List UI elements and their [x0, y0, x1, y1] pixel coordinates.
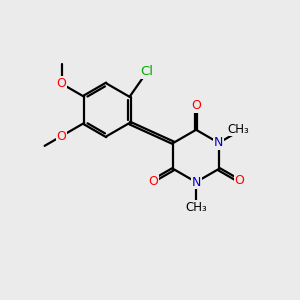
Text: CH₃: CH₃: [228, 123, 249, 136]
Text: O: O: [57, 130, 67, 142]
Text: O: O: [57, 77, 67, 90]
Text: O: O: [191, 100, 201, 112]
Text: CH₃: CH₃: [185, 201, 207, 214]
Text: N: N: [214, 136, 224, 149]
Text: O: O: [149, 175, 159, 188]
Text: Cl: Cl: [140, 65, 153, 78]
Text: O: O: [235, 174, 244, 188]
Text: N: N: [191, 176, 201, 189]
